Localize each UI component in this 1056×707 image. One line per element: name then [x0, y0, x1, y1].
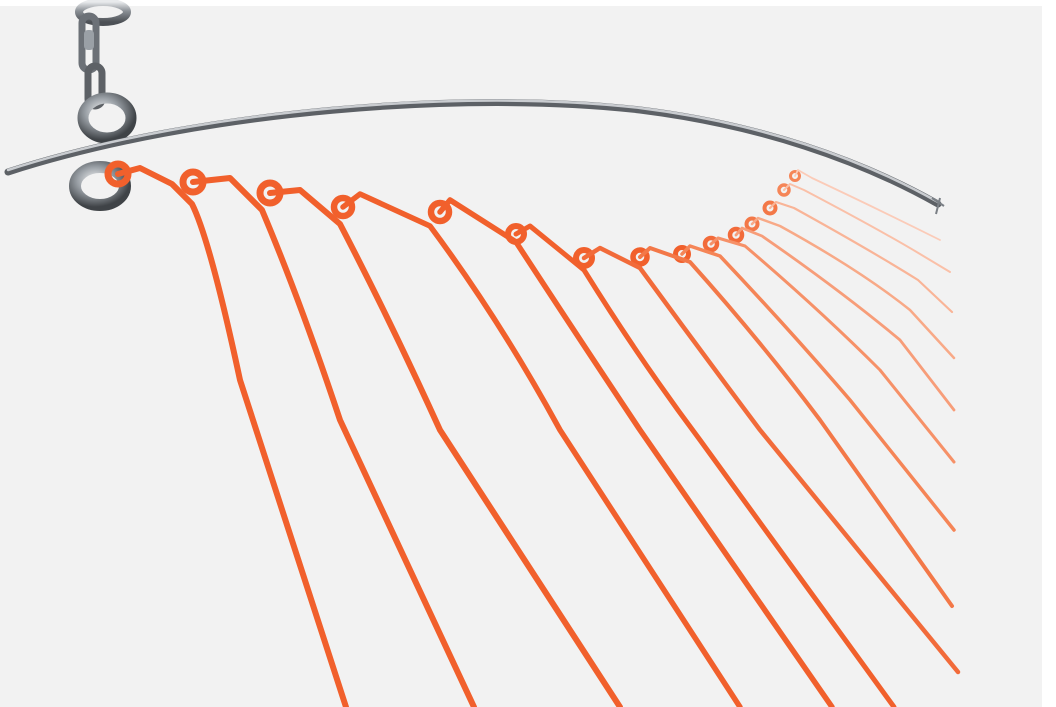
hanger-wire [680, 244, 956, 532]
hanger-wire [794, 169, 941, 241]
hanger-wire [783, 183, 951, 273]
hanger-wire [190, 175, 477, 707]
steel-rod [4, 99, 945, 215]
hanger-wire [437, 197, 835, 707]
steel-ring [69, 92, 137, 211]
hanger-wire [115, 165, 349, 707]
hanger-loop [789, 170, 801, 182]
orange-wire-hangers [104, 160, 961, 707]
hanger-loop [702, 235, 720, 253]
hanger-loop [744, 216, 760, 232]
hanger-wire [581, 245, 961, 675]
hanger-loop [330, 194, 356, 220]
hanger-wire [340, 191, 743, 707]
hanger-loop [762, 200, 778, 216]
hanger-loop [630, 247, 650, 267]
hanger-wire [267, 187, 623, 707]
hanger-loop [727, 226, 745, 244]
hanger-loop [573, 247, 595, 269]
hanger-wire [709, 236, 956, 464]
hanger-wire [768, 200, 954, 314]
hanger-wire [638, 246, 954, 608]
hanger-wire [734, 226, 956, 412]
hanger-wire [513, 223, 897, 707]
hanger-wire [750, 216, 956, 360]
hanger-loop [427, 199, 453, 225]
hanger-loop [777, 183, 791, 197]
chain-links [75, 0, 131, 110]
photo-frame-right [1042, 0, 1056, 707]
photo-frame-top [0, 0, 1056, 6]
